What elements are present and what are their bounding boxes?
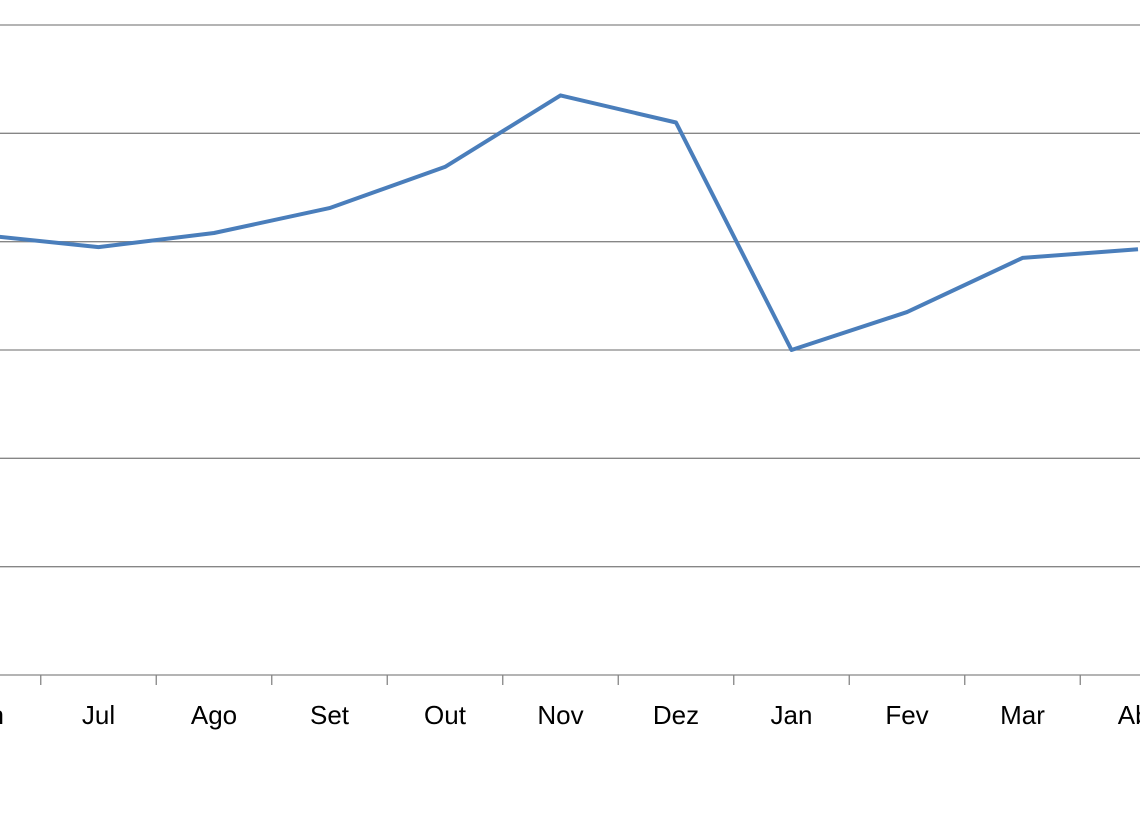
- x-tick-label: Abr: [1118, 700, 1140, 730]
- x-tick-label: Jun: [0, 700, 4, 730]
- x-tick-label: Out: [424, 700, 467, 730]
- x-tick-label: Dez: [653, 700, 699, 730]
- x-tick-label: Fev: [885, 700, 928, 730]
- x-tick-label: Mar: [1000, 700, 1045, 730]
- x-tick-label: Jan: [771, 700, 813, 730]
- x-tick-label: Jul: [82, 700, 115, 730]
- x-tick-label: Nov: [537, 700, 583, 730]
- x-tick-label: Set: [310, 700, 350, 730]
- x-tick-label: Ago: [191, 700, 237, 730]
- line-series: [0, 93, 1139, 352]
